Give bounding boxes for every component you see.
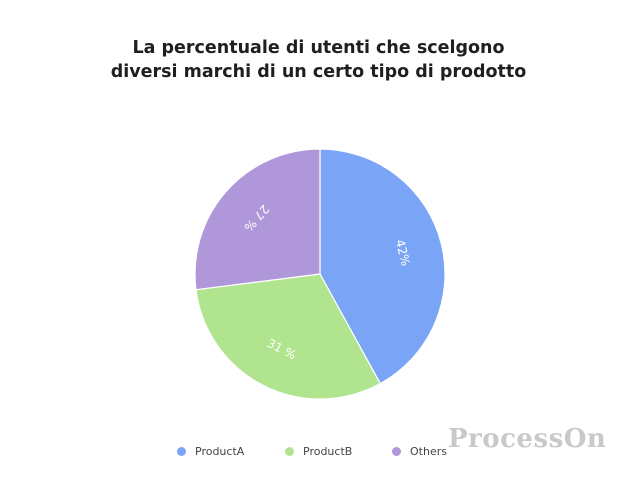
legend-dot-productb	[285, 447, 294, 456]
legend: ProductA ProductB Others	[0, 445, 637, 461]
processon-watermark: ProcessOn	[448, 424, 607, 454]
legend-label-productb: ProductB	[303, 445, 353, 458]
chart-title: La percentuale di utenti che scelgono di…	[0, 36, 637, 84]
legend-item-others[interactable]: Others	[392, 445, 447, 458]
legend-dot-producta	[177, 447, 186, 456]
chart-title-line-1: La percentuale di utenti che scelgono	[132, 38, 505, 58]
pie-slice-producta[interactable]	[319, 148, 446, 385]
pie-label-producta: 42%	[393, 238, 413, 267]
chart-title-line-2: diversi marchi di un certo tipo di prodo…	[110, 62, 527, 82]
pie-slice-others[interactable]	[194, 148, 321, 291]
legend-item-productb[interactable]: ProductB	[285, 445, 352, 458]
legend-item-producta[interactable]: ProductA	[177, 445, 244, 458]
legend-label-producta: ProductA	[195, 445, 245, 458]
legend-dot-others	[392, 447, 401, 456]
pie-slice-productb[interactable]	[195, 273, 382, 400]
pie-slices	[194, 148, 446, 400]
legend-label-others: Others	[410, 445, 447, 458]
